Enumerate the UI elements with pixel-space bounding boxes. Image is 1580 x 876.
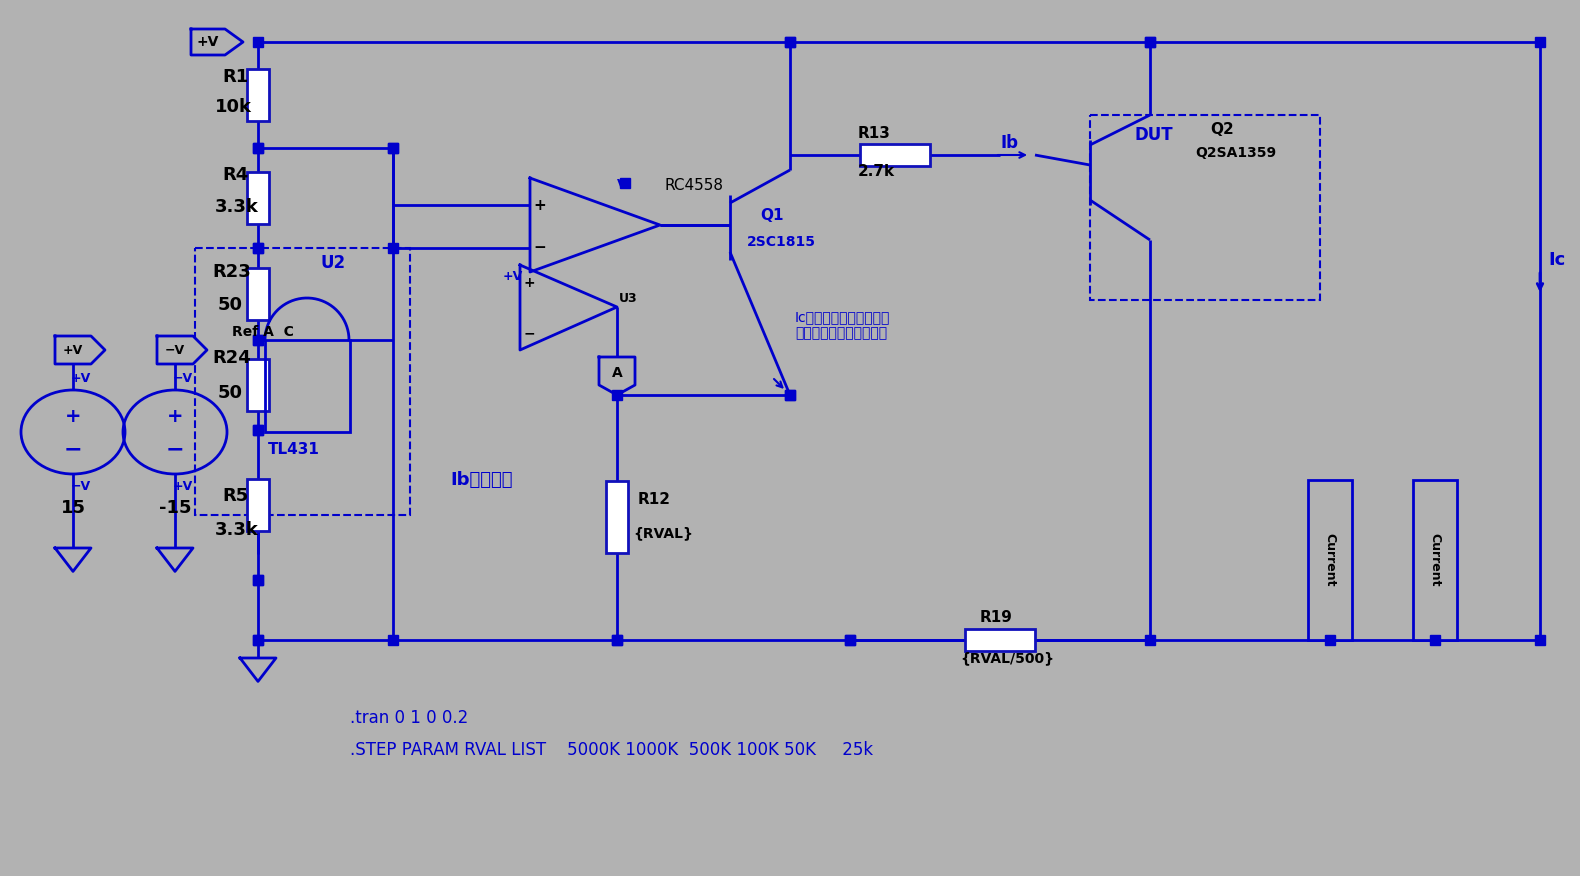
Text: -15: -15 — [158, 499, 191, 517]
Text: +V: +V — [71, 371, 92, 385]
Text: Ib: Ib — [1000, 134, 1018, 152]
Text: +V: +V — [172, 479, 193, 492]
Bar — [246, 172, 269, 224]
Bar — [246, 268, 269, 320]
Text: 50: 50 — [218, 296, 243, 314]
Text: Q2: Q2 — [1210, 123, 1234, 138]
Text: 2.7k: 2.7k — [858, 164, 896, 179]
Text: Ref A  C: Ref A C — [232, 325, 294, 339]
Polygon shape — [191, 29, 243, 55]
Text: −V: −V — [71, 479, 92, 492]
Text: Ic: Ic — [1548, 251, 1566, 269]
Text: +V: +V — [63, 343, 84, 357]
Text: −: − — [523, 326, 534, 340]
Polygon shape — [55, 336, 104, 364]
Text: −: − — [166, 439, 185, 459]
Polygon shape — [520, 265, 618, 350]
Text: 3.3k: 3.3k — [215, 198, 259, 216]
Text: RC4558: RC4558 — [664, 178, 724, 193]
Text: −V: −V — [164, 343, 185, 357]
Text: +: + — [523, 276, 534, 290]
Text: +: + — [65, 406, 81, 426]
Text: R23: R23 — [212, 263, 251, 281]
Bar — [194, 248, 409, 515]
Bar — [1308, 480, 1352, 640]
Text: +V: +V — [502, 271, 523, 284]
Text: −: − — [534, 241, 547, 256]
Bar — [246, 359, 269, 411]
Text: Ic電流計測したい場合は
ここにテスター接続する: Ic電流計測したい場合は ここにテスター接続する — [795, 310, 891, 340]
Text: −V: −V — [172, 371, 193, 385]
Text: V: V — [618, 178, 627, 190]
Text: 3.3k: 3.3k — [215, 521, 259, 539]
Polygon shape — [156, 336, 207, 364]
Text: Current: Current — [1428, 533, 1441, 587]
Text: R24: R24 — [212, 349, 251, 367]
Text: R19: R19 — [980, 611, 1013, 625]
Bar — [860, 144, 931, 166]
Text: R4: R4 — [223, 166, 248, 184]
Text: Current: Current — [1324, 533, 1337, 587]
Text: R5: R5 — [223, 487, 248, 505]
Text: Q2SA1359: Q2SA1359 — [1194, 146, 1277, 160]
Bar — [1413, 480, 1457, 640]
Text: U2: U2 — [321, 254, 344, 272]
Text: R13: R13 — [858, 125, 891, 140]
Text: {RVAL}: {RVAL} — [634, 526, 694, 540]
Text: U3: U3 — [619, 293, 638, 306]
Text: 15: 15 — [60, 499, 85, 517]
Bar — [246, 479, 269, 531]
Bar — [1090, 115, 1319, 300]
Text: R1: R1 — [223, 68, 248, 86]
Bar — [265, 340, 351, 432]
Text: R12: R12 — [638, 491, 672, 506]
Text: Ibが流れる: Ibが流れる — [450, 471, 512, 489]
Text: {RVAL/500}: {RVAL/500} — [961, 651, 1054, 665]
Text: A: A — [611, 366, 623, 380]
Text: DUT: DUT — [1134, 126, 1174, 144]
Bar — [246, 69, 269, 121]
Text: +V: +V — [198, 35, 220, 49]
Text: 50: 50 — [218, 384, 243, 402]
Text: .tran 0 1 0 0.2: .tran 0 1 0 0.2 — [351, 709, 468, 727]
Text: +: + — [534, 197, 547, 213]
Text: .STEP PARAM RVAL LIST    5000K 1000K  500K 100K 50K     25k: .STEP PARAM RVAL LIST 5000K 1000K 500K 1… — [351, 741, 874, 759]
Text: TL431: TL431 — [269, 442, 319, 457]
Bar — [607, 481, 627, 553]
Text: +: + — [167, 406, 183, 426]
Text: Q1: Q1 — [760, 208, 784, 223]
Text: −: − — [63, 439, 82, 459]
Text: 10k: 10k — [215, 98, 251, 116]
Bar — [965, 629, 1035, 651]
Polygon shape — [529, 178, 660, 272]
Text: 2SC1815: 2SC1815 — [747, 235, 815, 249]
Polygon shape — [599, 357, 635, 395]
